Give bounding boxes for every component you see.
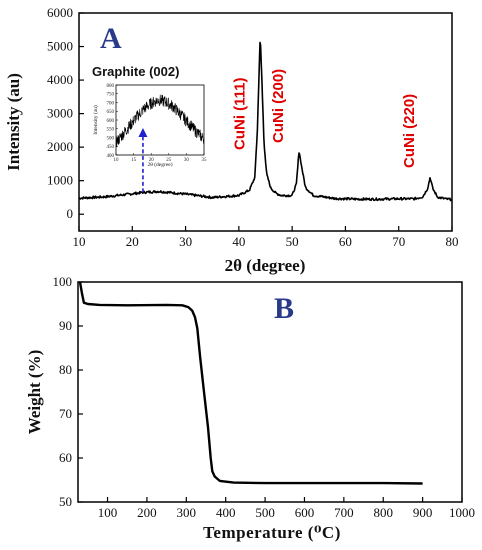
tga-curve-line bbox=[78, 281, 423, 485]
a-ytick-label: 4000 bbox=[47, 72, 73, 87]
a-xtick-label: 10 bbox=[73, 234, 86, 249]
inset-ytick-label: 500 bbox=[107, 136, 115, 141]
inset-xtick-label: 20 bbox=[149, 158, 155, 163]
inset-ytick-label: 700 bbox=[107, 101, 115, 106]
inset-y-label: Intensity (au) bbox=[92, 105, 99, 135]
b-xtick-label: 800 bbox=[373, 505, 393, 520]
inset-xtick-label: 25 bbox=[166, 158, 172, 163]
a-ytick-label: 0 bbox=[67, 206, 74, 221]
a-xtick-label: 50 bbox=[286, 234, 299, 249]
inset-ytick-label: 450 bbox=[107, 145, 115, 150]
panel-a-y-label: Intensity (au) bbox=[4, 73, 23, 171]
b-ytick-label: 80 bbox=[59, 362, 72, 377]
inset-x-label: 2θ (degree) bbox=[147, 161, 172, 168]
inset-xtick-label: 15 bbox=[131, 158, 137, 163]
panel-b-frame bbox=[77, 281, 463, 503]
b-ytick-label: 60 bbox=[59, 450, 72, 465]
panel-a-series bbox=[78, 41, 453, 202]
panel-b-series bbox=[78, 281, 423, 485]
panel-b-ticks: 100 200 300 400 500 600 700 800 900 1000 50 60 70 80 9… bbox=[53, 274, 476, 520]
arrow-head bbox=[138, 128, 148, 137]
a-xtick-label: 40 bbox=[232, 234, 245, 249]
b-xtick-label: 200 bbox=[137, 505, 157, 520]
panel-a-x-label: 2θ (degree) bbox=[225, 256, 306, 275]
a-ytick-label: 1000 bbox=[47, 173, 73, 188]
panel-a-frame bbox=[78, 12, 453, 232]
a-xtick-label: 80 bbox=[446, 234, 459, 249]
b-xtick-label: 500 bbox=[255, 505, 275, 520]
b-ytick-label: 90 bbox=[59, 318, 72, 333]
inset-title: Graphite (002) bbox=[92, 64, 179, 79]
b-ytick-label: 70 bbox=[59, 406, 72, 421]
a-ytick-label: 3000 bbox=[47, 106, 73, 121]
a-xtick-label: 20 bbox=[126, 234, 139, 249]
inset-ytick-label: 750 bbox=[107, 93, 115, 98]
b-xtick-label: 1000 bbox=[449, 505, 475, 520]
panel-a-ticks: 10 20 30 40 50 60 70 80010002000300040005000600… bbox=[47, 5, 459, 249]
b-ytick-label: 50 bbox=[59, 494, 72, 509]
inset-ticks: 10 15 20 25 30 35 400 450 500 550 600 650 700 750 800 bbox=[107, 84, 208, 163]
inset-ytick-label: 800 bbox=[107, 84, 115, 89]
a-ytick-label: 6000 bbox=[47, 5, 73, 20]
panel-a-chart: 10 20 30 40 50 60 70 80010002000300040005000600… bbox=[4, 5, 459, 275]
a-xtick-label: 60 bbox=[339, 234, 352, 249]
panel-b-x-label: Temperature (⁰C) bbox=[203, 523, 341, 542]
inset-xtick-label: 30 bbox=[184, 158, 190, 163]
b-xtick-label: 900 bbox=[413, 505, 433, 520]
inset-series bbox=[115, 94, 205, 148]
inset-ytick-label: 600 bbox=[107, 119, 115, 124]
a-xtick-label: 70 bbox=[392, 234, 405, 249]
panel-b-letter: B bbox=[274, 292, 294, 325]
peak-label: CuNi (200) bbox=[270, 69, 287, 143]
peak-label: CuNi (220) bbox=[401, 94, 418, 168]
inset-ytick-label: 550 bbox=[107, 128, 115, 133]
inset-xtick-label: 35 bbox=[202, 158, 208, 163]
panel-a-peak-labels: CuNi (111) CuNi (200) CuNi (220) bbox=[232, 69, 418, 168]
inset-ytick-label: 650 bbox=[107, 110, 115, 115]
peak-label: CuNi (111) bbox=[232, 77, 249, 150]
inset-xtick-label: 10 bbox=[114, 158, 120, 163]
graphite-peak-arrow bbox=[138, 128, 148, 193]
b-xtick-label: 400 bbox=[216, 505, 236, 520]
b-xtick-label: 600 bbox=[295, 505, 315, 520]
a-xtick-label: 30 bbox=[179, 234, 192, 249]
inset-chart: 10 15 20 25 30 35400450500550600650700750800 … bbox=[92, 84, 207, 168]
inset-ytick-label: 400 bbox=[107, 154, 115, 159]
panel-b-chart: 100 200 300 400 500 600 700 800 900 1000 50 60 70 80 9… bbox=[25, 274, 475, 542]
xrd-pattern-line bbox=[78, 41, 453, 202]
inset-pattern-line bbox=[115, 94, 205, 148]
panel-b-y-label: Weight (%) bbox=[25, 350, 44, 435]
b-xtick-label: 300 bbox=[177, 505, 197, 520]
b-xtick-label: 100 bbox=[98, 505, 118, 520]
a-ytick-label: 5000 bbox=[47, 39, 73, 54]
b-ytick-label: 100 bbox=[53, 274, 73, 289]
panel-a-letter: A bbox=[100, 22, 122, 55]
b-xtick-label: 700 bbox=[334, 505, 354, 520]
a-ytick-label: 2000 bbox=[47, 139, 73, 154]
